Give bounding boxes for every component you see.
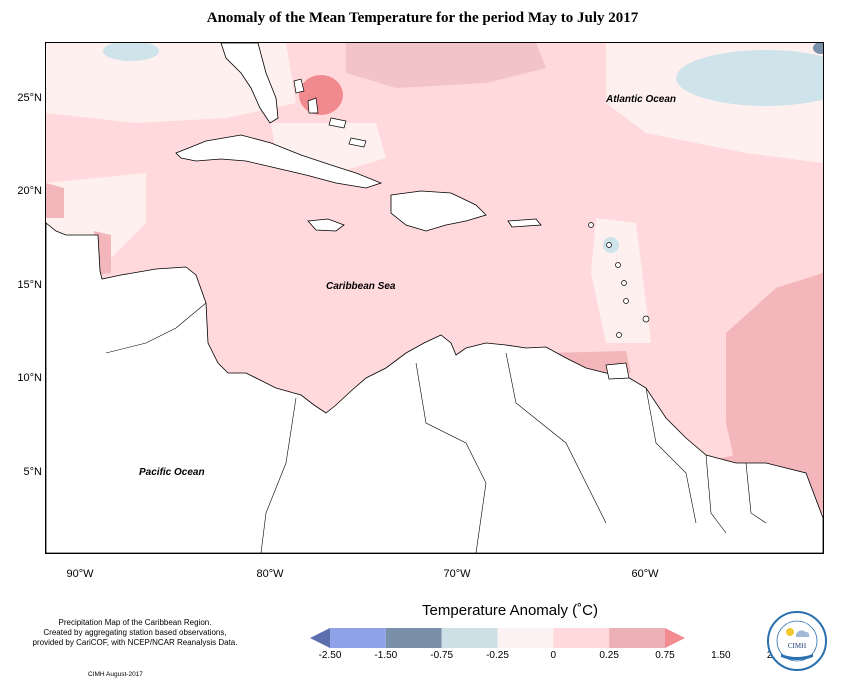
legend-swatch	[665, 628, 685, 648]
x-tick-label: 80°W	[256, 568, 284, 580]
legend-label: 0.75	[655, 650, 675, 661]
cuba	[175, 134, 383, 189]
y-tick-label: 10°N	[17, 372, 42, 384]
antilles-island	[606, 242, 612, 248]
trinidad	[605, 362, 630, 380]
legend-label: -1.50	[374, 650, 398, 661]
legend-title: Temperature Anomaly (˚C)	[422, 602, 598, 619]
antilles-island	[642, 315, 650, 323]
warm-anomaly-region-guianas	[726, 273, 823, 513]
note-line: provided by CariCOF, with NCEP/NCAR Rean…	[32, 638, 238, 647]
legend-swatch	[441, 628, 498, 648]
bahamas-island	[293, 78, 305, 94]
bahamas-island	[348, 137, 367, 148]
legend-label: -0.25	[486, 650, 509, 661]
y-tick-label: 5°N	[23, 466, 42, 478]
legend-swatch	[553, 628, 610, 648]
wave-icon	[781, 654, 813, 660]
hot-spot-bahamas	[299, 75, 343, 115]
legend-swatch	[330, 628, 386, 648]
map-notes: Precipitation Map of the Caribbean Regio…	[10, 618, 260, 648]
cool-anomaly-region-gulf	[103, 43, 159, 61]
caribbean-sea-label: Caribbean Sea	[326, 281, 396, 292]
legend-swatch	[497, 628, 554, 648]
warm-anomaly-region-gulf	[46, 183, 64, 218]
antilles-island	[623, 298, 629, 304]
cold-spot	[813, 43, 823, 54]
map-title: Anomaly of the Mean Temperature for the …	[206, 10, 639, 26]
x-tick-label: 90°W	[66, 568, 94, 580]
legend-label: -0.75	[430, 650, 454, 661]
x-tick-label: 60°W	[631, 568, 659, 580]
legend-label: -2.50	[318, 650, 342, 661]
temperature-anomaly-map	[45, 42, 824, 554]
antilles-island	[621, 280, 627, 286]
border-line	[415, 362, 487, 553]
cloud-icon	[796, 630, 810, 637]
legend-label: 0.25	[599, 650, 619, 661]
border-line	[745, 462, 767, 524]
y-tick-label: 25°N	[17, 92, 42, 104]
y-tick-label: 20°N	[17, 185, 42, 197]
cimh-logo: CIMH	[767, 611, 827, 671]
border-line	[645, 387, 697, 524]
warm-anomaly-region-north	[346, 43, 546, 88]
note-line: Created by aggregating station based obs…	[43, 628, 227, 637]
atlantic-ocean-label: Atlantic Ocean	[606, 94, 677, 105]
antilles-island	[588, 222, 594, 228]
hispaniola	[390, 190, 487, 232]
jamaica	[307, 218, 345, 232]
note-line: Precipitation Map of the Caribbean Regio…	[58, 618, 212, 627]
y-tick-label: 15°N	[17, 279, 42, 291]
pacific-ocean-label: Pacific Ocean	[139, 467, 205, 478]
border-line	[705, 454, 727, 534]
florida	[220, 43, 279, 124]
map-canvas	[46, 43, 823, 553]
legend-label: 1.50	[711, 650, 731, 661]
border-line	[260, 397, 297, 553]
legend-colorbar	[310, 628, 685, 648]
cool-anomaly-region-atlantic	[676, 50, 823, 106]
x-tick-label: 70°W	[443, 568, 471, 580]
credit-text: CIMH August-2017	[88, 671, 143, 678]
bahamas-island	[307, 97, 319, 114]
border-line	[505, 352, 607, 524]
legend-swatch	[310, 628, 330, 648]
bahamas-island	[328, 117, 347, 129]
legend-label: 0	[550, 650, 557, 661]
puerto-rico	[507, 218, 542, 228]
sun-icon	[786, 628, 794, 636]
border-line	[105, 302, 207, 354]
logo-text: CIMH	[788, 642, 806, 650]
legend-swatch	[609, 628, 665, 648]
antilles-island	[616, 332, 622, 338]
legend-swatch	[385, 628, 442, 648]
antilles-island	[615, 262, 621, 268]
mainland-central-south-america	[46, 222, 823, 553]
